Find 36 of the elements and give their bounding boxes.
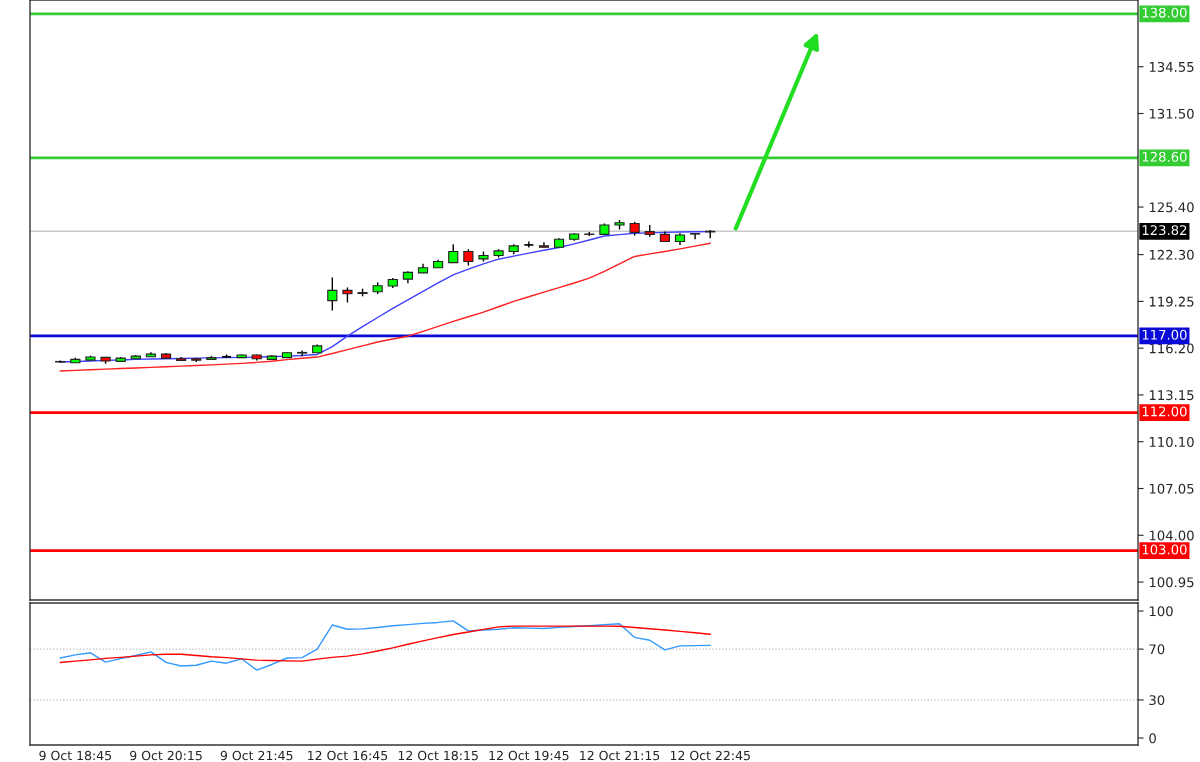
ref-line-label: 117.00 [1142, 329, 1187, 340]
line-series [59, 625, 711, 664]
x-tick-label: 12 Oct 22:45 [670, 750, 750, 761]
y-tick-label: 134.55 [1149, 61, 1194, 72]
y-tick-label: 119.25 [1149, 296, 1194, 307]
y-tick-label: 30 [1149, 695, 1165, 706]
y-tick-label: 131.50 [1149, 108, 1194, 119]
ref-line-label: 138.00 [1142, 7, 1187, 18]
x-tick-label: 12 Oct 19:45 [489, 750, 569, 761]
y-tick-label: 100.95 [1149, 577, 1194, 588]
candlestick [327, 276, 338, 312]
y-tick-label: 125.40 [1149, 202, 1194, 213]
y-tick-label: 100 [1149, 606, 1173, 617]
y-tick-label: 0 [1149, 733, 1156, 744]
candlestick [690, 232, 701, 240]
ref-line-label: 112.00 [1142, 406, 1187, 417]
x-tick-label: 12 Oct 18:15 [398, 750, 478, 761]
line-series [59, 620, 711, 671]
x-tick-label: 9 Oct 21:45 [220, 750, 293, 761]
candlestick [448, 243, 459, 264]
x-tick-label: 9 Oct 20:15 [130, 750, 202, 761]
candlestick [296, 349, 308, 357]
y-tick-label: 70 [1149, 644, 1165, 655]
y-tick-label: 104.00 [1149, 530, 1194, 541]
y-tick-label: 110.10 [1149, 436, 1194, 447]
x-tick-label: 12 Oct 21:15 [580, 750, 660, 761]
y-tick-label: 116.20 [1149, 343, 1194, 354]
x-tick-label: 9 Oct 18:45 [39, 750, 112, 761]
y-tick-label: 113.15 [1149, 390, 1194, 401]
ref-line-label: 128.60 [1142, 151, 1187, 162]
ref-line-label: 123.82 [1142, 225, 1187, 236]
y-tick-label: 122.30 [1149, 249, 1194, 260]
y-tick-label: 107.05 [1149, 483, 1194, 494]
ref-line-label: 103.00 [1142, 544, 1187, 555]
candlestick [523, 240, 535, 249]
x-tick-label: 12 Oct 16:45 [308, 750, 388, 761]
